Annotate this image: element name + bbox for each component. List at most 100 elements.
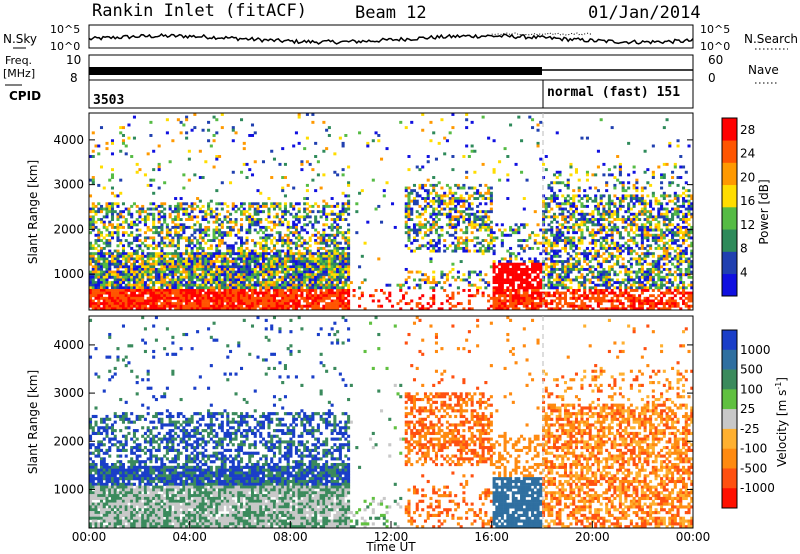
heatmap-cell	[281, 223, 285, 227]
heatmap-cell	[157, 257, 161, 261]
heatmap-cell	[152, 296, 156, 300]
heatmap-cell	[522, 223, 526, 227]
heatmap-cell	[154, 299, 158, 303]
heatmap-cell	[245, 273, 249, 277]
heatmap-cell	[218, 278, 222, 282]
heatmap-cell	[193, 173, 197, 177]
heatmap-cell	[476, 241, 480, 245]
heatmap-cell	[240, 170, 244, 174]
heatmap-cell	[542, 218, 546, 221]
heatmap-cell	[314, 302, 318, 306]
heatmap-cell	[542, 244, 546, 248]
heatmap-cell	[259, 246, 263, 250]
heatmap-cell	[264, 283, 268, 287]
heatmap-cell	[240, 223, 244, 227]
heatmap-cell	[511, 275, 515, 279]
heatmap-cell	[94, 260, 98, 264]
heatmap-cell	[330, 260, 334, 264]
heatmap-cell	[555, 273, 559, 277]
heatmap-cell	[157, 231, 161, 235]
heatmap-cell	[470, 120, 474, 124]
heatmap-cell	[550, 249, 554, 253]
heatmap-cell	[91, 278, 95, 282]
heatmap-cell	[602, 210, 606, 214]
heatmap-cell	[451, 291, 455, 295]
heatmap-cell	[261, 265, 266, 269]
heatmap-cell	[415, 239, 419, 243]
heatmap-cell	[278, 265, 282, 269]
heatmap-cell	[327, 302, 331, 306]
heatmap-cell	[522, 286, 526, 290]
heatmap-cell	[231, 225, 235, 229]
heatmap-cell	[152, 288, 156, 292]
heatmap-cell	[418, 220, 422, 224]
heatmap-cell	[423, 189, 427, 193]
heatmap-cell	[204, 267, 208, 271]
heatmap-cell	[385, 147, 389, 151]
heatmap-cell	[610, 220, 614, 224]
heatmap-cell	[245, 265, 249, 269]
heatmap-cell	[220, 299, 224, 303]
heatmap-cell	[341, 249, 345, 253]
heatmap-cell	[283, 281, 287, 285]
heatmap-cell	[566, 210, 570, 214]
heatmap-cell	[198, 288, 202, 292]
heatmap-cell	[220, 257, 224, 261]
heatmap-cell	[476, 210, 480, 214]
heatmap-cell	[330, 270, 334, 274]
heatmap-cell	[448, 210, 452, 214]
heatmap-cell	[429, 183, 433, 187]
heatmap-cell	[297, 231, 301, 235]
heatmap-cell	[292, 262, 296, 266]
heatmap-cell	[522, 270, 526, 274]
heatmap-cell	[542, 220, 546, 224]
heatmap-cell	[223, 202, 227, 206]
heatmap-cell	[454, 246, 458, 250]
heatmap-cell	[333, 265, 337, 269]
heatmap-cell	[503, 262, 507, 266]
heatmap-cell	[454, 197, 458, 200]
heatmap-cell	[193, 265, 197, 269]
heatmap-cell	[574, 291, 578, 295]
heatmap-cell	[289, 291, 293, 295]
heatmap-cell	[547, 278, 551, 282]
heatmap-cell	[610, 283, 614, 287]
heatmap-cell	[99, 126, 104, 130]
heatmap-cell	[621, 186, 625, 190]
heatmap-cell	[555, 260, 559, 264]
heatmap-cell	[333, 299, 337, 303]
heatmap-cell	[624, 197, 628, 200]
heatmap-cell	[229, 233, 233, 237]
heatmap-cell	[432, 202, 436, 206]
heatmap-cell	[179, 262, 183, 266]
heatmap-cell	[492, 139, 496, 143]
heatmap-cell	[550, 257, 554, 261]
heatmap-cell	[286, 241, 290, 245]
heatmap-cell	[283, 265, 287, 269]
heatmap-cell	[261, 296, 266, 300]
heatmap-cell	[624, 286, 628, 290]
heatmap-cell	[168, 294, 172, 298]
heatmap-cell	[105, 302, 109, 306]
heatmap-cell	[319, 286, 323, 290]
heatmap-cell	[314, 257, 318, 261]
heatmap-cell	[209, 278, 213, 282]
heatmap-cell	[341, 299, 345, 303]
heatmap-cell	[616, 257, 620, 261]
heatmap-cell	[426, 307, 430, 311]
heatmap-cell	[218, 296, 222, 300]
heatmap-cell	[531, 126, 535, 130]
heatmap-cell	[256, 304, 260, 308]
heatmap-cell	[130, 220, 134, 224]
heatmap-cell	[267, 286, 271, 290]
heatmap-cell	[130, 241, 134, 245]
heatmap-cell	[470, 307, 474, 311]
heatmap-cell	[473, 170, 477, 174]
heatmap-cell	[204, 231, 208, 235]
heatmap-cell	[574, 275, 578, 279]
heatmap-cell	[250, 299, 255, 303]
heatmap-cell	[223, 273, 227, 277]
heatmap-cell	[270, 296, 274, 300]
heatmap-cell	[577, 286, 581, 290]
heatmap-cell	[489, 265, 493, 269]
